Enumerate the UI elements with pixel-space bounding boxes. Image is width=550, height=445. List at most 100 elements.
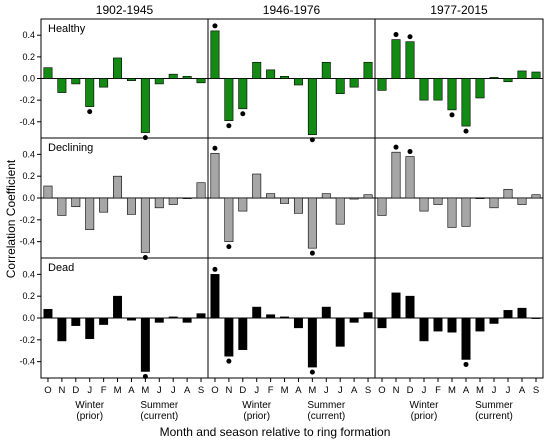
y-tick-label: 0.0 <box>22 193 35 203</box>
season-label-summer: Summer <box>140 400 178 411</box>
panel-frame <box>374 257 544 379</box>
bar <box>196 313 206 319</box>
bar <box>238 78 248 110</box>
bar <box>447 317 457 333</box>
y-tick-label: 0.4 <box>22 269 35 279</box>
bar <box>503 310 513 319</box>
bar <box>419 317 429 342</box>
bar <box>224 197 234 242</box>
bar <box>266 69 276 79</box>
month-label: S <box>533 385 539 396</box>
month-label: D <box>239 385 246 396</box>
significance-dot <box>407 34 413 40</box>
month-label: A <box>184 385 191 396</box>
bar <box>85 317 95 340</box>
bar <box>349 78 359 88</box>
bar <box>71 197 81 208</box>
bar <box>196 182 206 199</box>
bar <box>224 317 234 357</box>
month-label: M <box>476 385 484 396</box>
month-label: N <box>393 385 400 396</box>
significance-dot <box>393 144 399 150</box>
bar <box>71 78 81 85</box>
month-label: N <box>225 385 232 396</box>
month-label: F <box>101 385 107 396</box>
bar <box>391 39 401 79</box>
bar <box>266 314 276 319</box>
row-label: Declining <box>48 142 93 154</box>
month-label: N <box>58 385 65 396</box>
bar <box>224 78 234 121</box>
bar <box>391 292 401 319</box>
bar <box>433 197 443 205</box>
bar <box>71 317 81 326</box>
season-label-summer: (current) <box>307 411 345 422</box>
bar <box>503 78 513 83</box>
bar <box>461 317 471 360</box>
bar <box>517 197 527 205</box>
month-label: J <box>254 385 259 396</box>
season-label-winter: Winter <box>410 400 440 411</box>
season-label-summer: Summer <box>307 400 345 411</box>
bar <box>293 197 303 214</box>
bar <box>405 41 415 79</box>
bar <box>349 317 359 323</box>
y-tick-label: -0.4 <box>19 357 35 367</box>
row-label: Dead <box>48 262 74 274</box>
y-tick-label: 0.2 <box>22 171 35 181</box>
bar <box>280 316 290 319</box>
month-label: D <box>407 385 414 396</box>
month-label: M <box>448 385 456 396</box>
month-label: A <box>128 385 135 396</box>
bar <box>168 197 178 205</box>
month-label: A <box>463 385 470 396</box>
significance-dot <box>309 369 315 375</box>
bar <box>140 317 150 372</box>
month-label: D <box>72 385 79 396</box>
bar <box>113 295 123 319</box>
month-label: O <box>44 385 51 396</box>
y-tick-label: -0.2 <box>19 335 35 345</box>
bar <box>503 188 513 199</box>
y-tick-label: 0.2 <box>22 291 35 301</box>
bar <box>252 61 262 79</box>
bar <box>168 73 178 79</box>
bar <box>321 61 331 79</box>
bar <box>126 197 136 215</box>
bar <box>531 194 541 199</box>
significance-dot <box>407 149 413 155</box>
month-label: M <box>141 385 149 396</box>
significance-dot <box>309 250 315 256</box>
month-label: S <box>198 385 204 396</box>
period-title: 1902-1945 <box>96 3 154 17</box>
season-label-summer: (current) <box>475 411 513 422</box>
bar <box>475 78 485 99</box>
bar <box>447 197 457 228</box>
bar <box>475 197 485 199</box>
bar <box>433 78 443 101</box>
significance-dot <box>212 266 218 272</box>
bar <box>405 295 415 319</box>
bar <box>335 317 345 347</box>
x-axis-label: Month and season relative to ring format… <box>160 425 391 439</box>
bar <box>43 67 53 79</box>
significance-dot <box>393 32 399 38</box>
bar <box>85 78 95 107</box>
bar <box>238 197 248 212</box>
y-tick-label: -0.2 <box>19 215 35 225</box>
bar <box>321 306 331 319</box>
month-label: J <box>87 385 92 396</box>
bar <box>377 317 387 329</box>
season-label-winter: (prior) <box>76 411 103 422</box>
y-axis-label: Correlation Coefficient <box>4 159 18 278</box>
significance-dot <box>87 109 93 115</box>
bar <box>238 317 248 350</box>
bar <box>43 308 53 319</box>
y-tick-label: 0.0 <box>22 313 35 323</box>
y-tick-label: 0.4 <box>22 149 35 159</box>
month-label: M <box>308 385 316 396</box>
month-label: S <box>365 385 371 396</box>
significance-dot <box>309 137 315 143</box>
bar <box>57 197 67 216</box>
